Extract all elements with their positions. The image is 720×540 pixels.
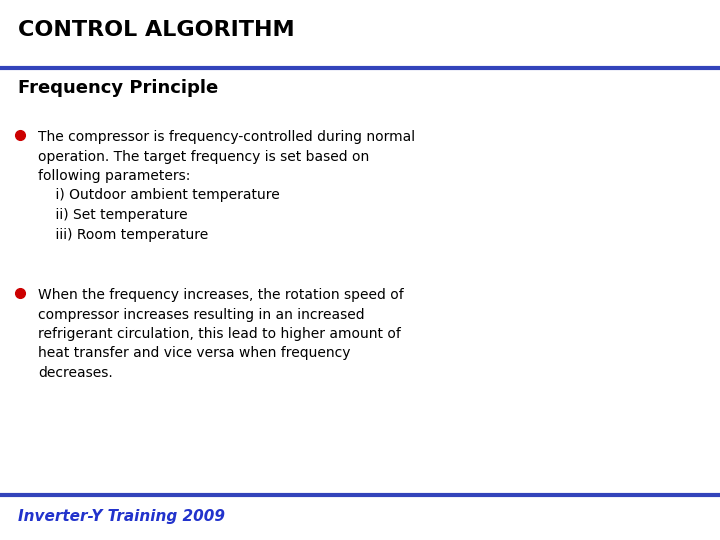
Text: CONTROL ALGORITHM: CONTROL ALGORITHM <box>18 20 294 40</box>
Text: Frequency Principle: Frequency Principle <box>18 79 218 97</box>
Text: When the frequency increases, the rotation speed of
compressor increases resulti: When the frequency increases, the rotati… <box>38 288 404 380</box>
Text: Inverter-Y Training 2009: Inverter-Y Training 2009 <box>18 510 225 524</box>
Text: The compressor is frequency-controlled during normal
operation. The target frequ: The compressor is frequency-controlled d… <box>38 130 415 241</box>
